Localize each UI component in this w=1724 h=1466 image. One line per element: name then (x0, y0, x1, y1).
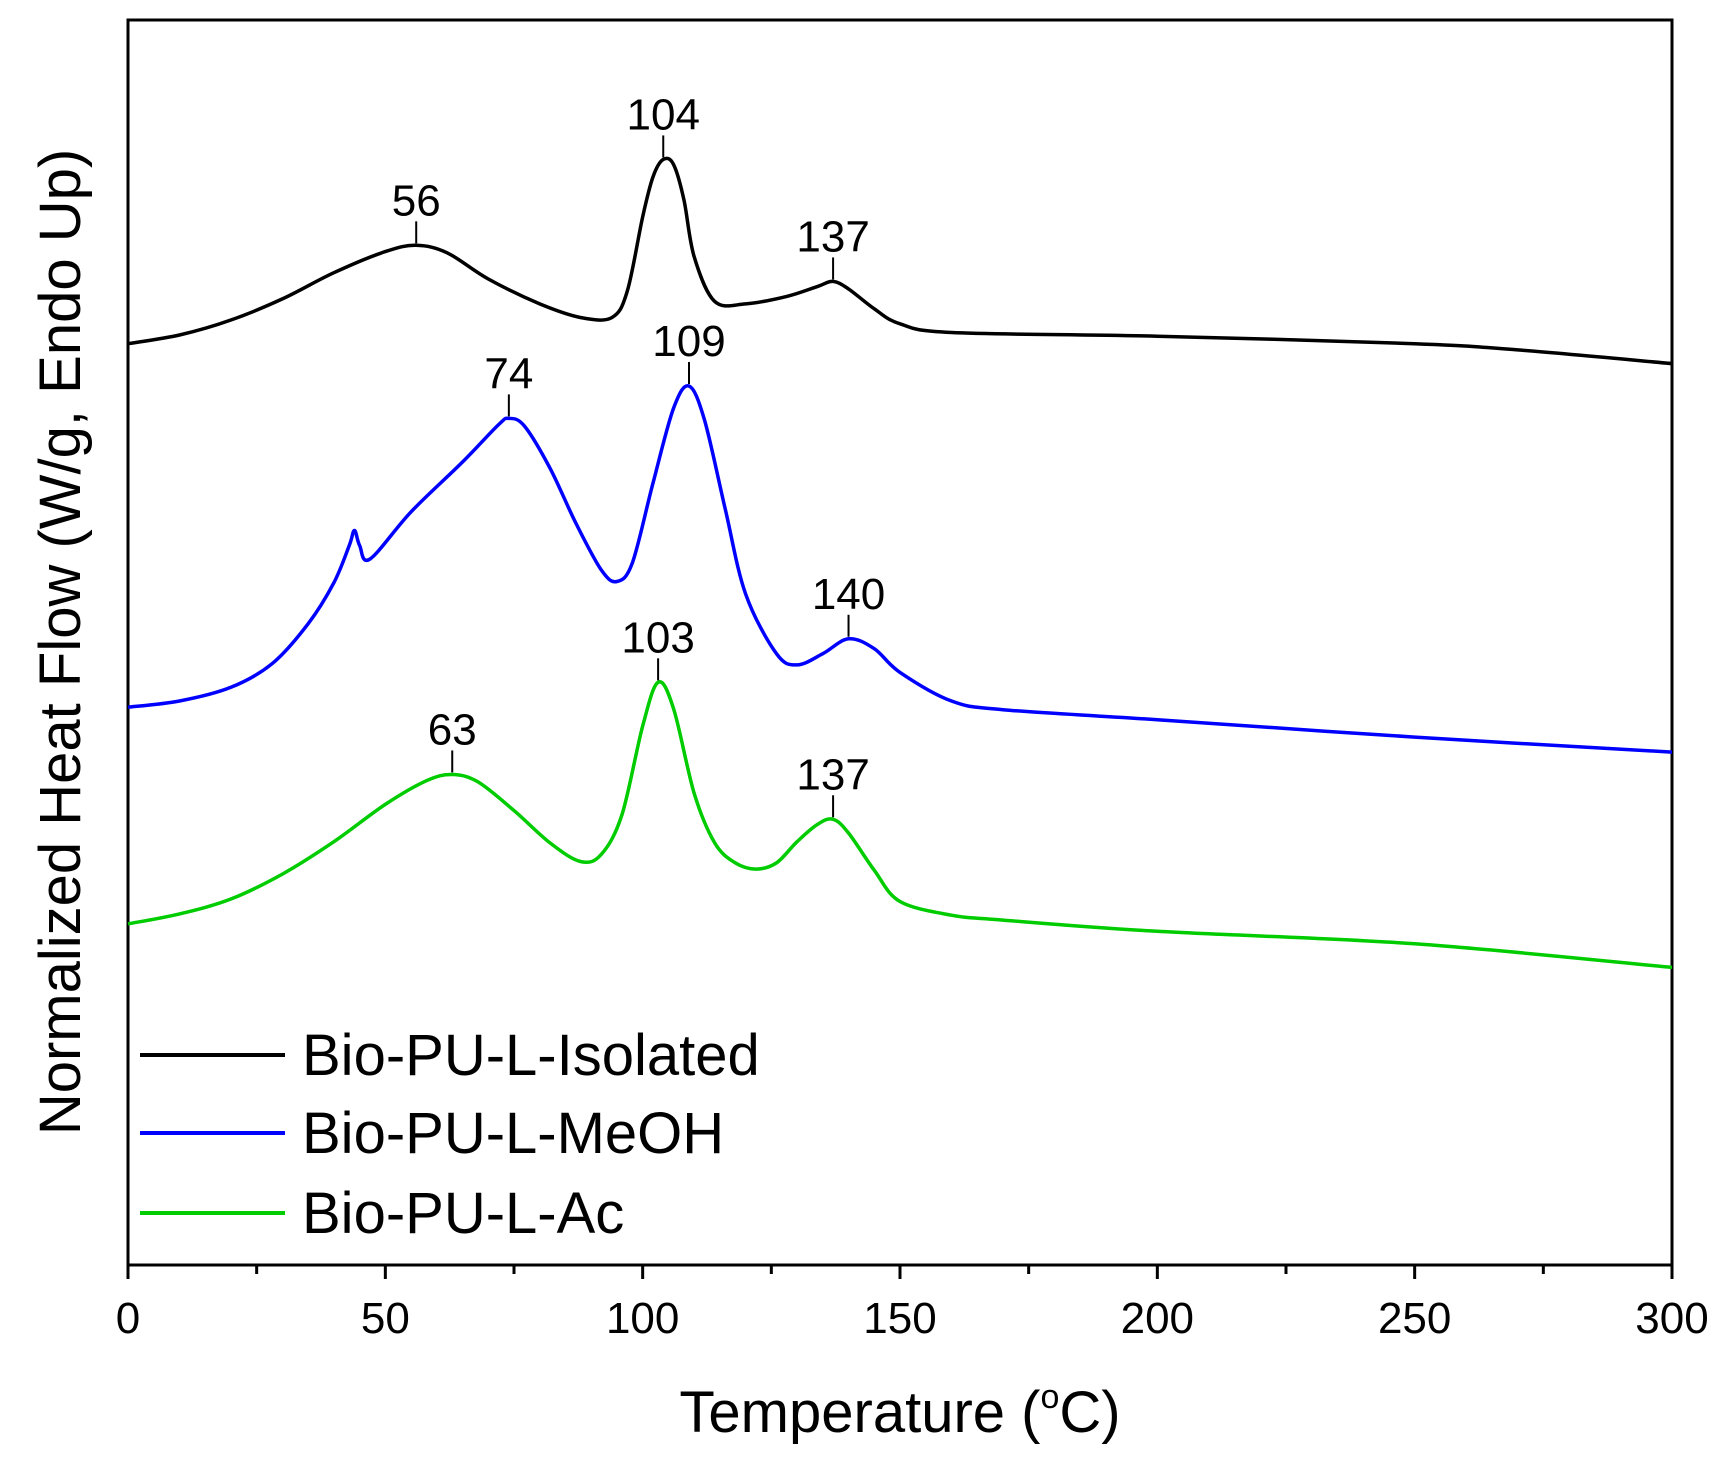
peak-label: 104 (627, 90, 700, 139)
peak-label: 56 (392, 176, 441, 225)
peak-label: 74 (484, 349, 533, 398)
legend-label-ac: Bio-PU-L-Ac (302, 1181, 624, 1246)
peak-annotations: 56 104 137 74 109 140 63 103 137 (392, 90, 885, 818)
peak-label: 103 (621, 613, 694, 662)
x-tick-label: 300 (1635, 1294, 1708, 1343)
x-tick-label: 0 (116, 1294, 140, 1343)
x-tick-label: 250 (1378, 1294, 1451, 1343)
legend-label-meoh: Bio-PU-L-MeOH (302, 1101, 724, 1166)
series-layer (127, 156, 1673, 970)
x-tick-label: 150 (863, 1294, 936, 1343)
legend-label-isolated: Bio-PU-L-Isolated (302, 1023, 760, 1088)
peak-label: 137 (796, 212, 869, 261)
x-axis-title: Temperature (oC) (679, 1378, 1120, 1445)
x-tick-label: 50 (361, 1294, 410, 1343)
peak-label: 109 (652, 317, 725, 366)
peak-label: 140 (812, 570, 885, 619)
series-line-isolated (127, 156, 1673, 366)
x-tick-label: 100 (606, 1294, 679, 1343)
peak-label: 63 (428, 705, 477, 754)
y-axis-title: Normalized Heat Flow (W/g, Endo Up) (28, 149, 93, 1135)
peak-label: 137 (796, 750, 869, 799)
series-line-ac (127, 680, 1673, 970)
series-line-meoh (127, 384, 1673, 754)
legend: Bio-PU-L-Isolated Bio-PU-L-MeOH Bio-PU-L… (140, 1023, 760, 1246)
x-tick-label: 200 (1121, 1294, 1194, 1343)
x-axis-ticks: 0 50 100 150 200 250 300 (116, 1265, 1709, 1343)
